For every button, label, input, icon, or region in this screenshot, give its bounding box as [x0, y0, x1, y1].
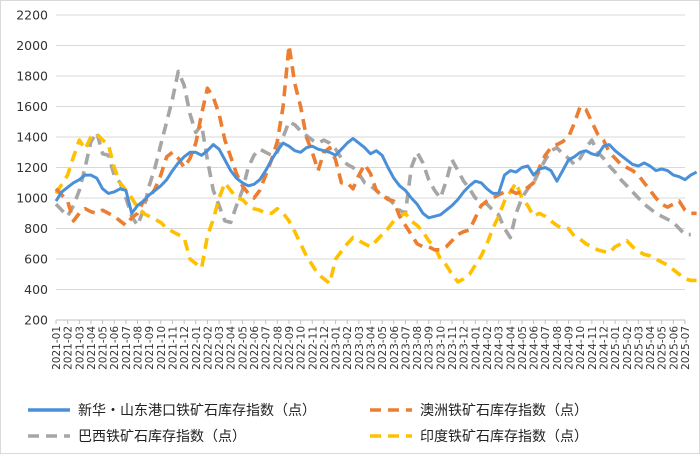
x-tick-label: 2022-12 [319, 326, 331, 370]
x-tick-label: 2022-09 [284, 326, 296, 370]
x-tick-label: 2023-03 [354, 326, 366, 370]
x-tick-label: 2024-06 [529, 326, 541, 370]
x-tick-label: 2021-02 [63, 326, 75, 370]
x-tick-label: 2023-06 [389, 326, 401, 370]
x-tick-label: 2024-04 [505, 326, 517, 370]
legend-label-3: 印度铁矿石库存指数（点） [420, 429, 588, 445]
x-tick-label: 2025-05 [657, 326, 669, 370]
y-tick-label: 1600 [16, 99, 48, 114]
legend-label-0: 新华・山东港口铁矿石库存指数（点） [78, 403, 316, 419]
x-tick-label: 2022-08 [272, 326, 284, 370]
x-tick-label: 2024-10 [575, 326, 587, 370]
x-tick-label: 2024-02 [482, 326, 494, 370]
x-tick-label: 2023-09 [424, 326, 436, 370]
gridlines [56, 14, 685, 321]
x-tick-label: 2022-04 [226, 326, 238, 370]
x-tick-label: 2023-12 [459, 326, 471, 370]
y-tick-label: 1400 [16, 130, 48, 145]
x-tick-label: 2022-05 [237, 326, 249, 370]
x-tick-label: 2023-02 [342, 326, 354, 370]
x-tick-label: 2024-01 [470, 326, 482, 370]
x-tick-label: 2025-01 [610, 326, 622, 370]
legend: 新华・山东港口铁矿石库存指数（点） 澳洲铁矿石库存指数（点） 巴西铁矿石库存指数（点… [28, 403, 588, 445]
x-tick-label: 2024-05 [517, 326, 529, 370]
x-tick-label: 2023-05 [377, 326, 389, 370]
y-tick-label: 1000 [16, 191, 48, 206]
series-line-2 [54, 69, 691, 240]
x-tick-label: 2023-04 [366, 326, 378, 370]
x-tick-label: 2025-02 [622, 326, 634, 370]
x-tick-label: 2025-03 [633, 326, 645, 370]
x-tick-label: 2024-12 [598, 326, 610, 370]
x-tick-label: 2021-04 [86, 326, 98, 370]
x-tick-label: 2023-08 [412, 326, 424, 370]
x-tick-label: 2021-12 [179, 326, 191, 370]
y-tick-label: 800 [24, 221, 48, 236]
x-tick-label: 2021-07 [121, 326, 133, 370]
x-tick-label: 2025-07 [680, 326, 692, 370]
x-tick-label: 2021-08 [133, 326, 145, 370]
y-tick-label: 1200 [16, 160, 48, 175]
x-tick-label: 2022-07 [261, 326, 273, 370]
x-tick-label: 2021-05 [98, 326, 110, 370]
x-tick-label: 2022-01 [191, 326, 203, 370]
legend-label-1: 澳洲铁矿石库存指数（点） [420, 403, 588, 419]
x-tick-label: 2023-07 [400, 326, 412, 370]
y-tick-label: 2000 [16, 38, 48, 53]
y-tick-label: 1800 [16, 69, 48, 84]
x-tick-label: 2021-03 [74, 326, 86, 370]
x-tick-label: 2022-03 [214, 326, 226, 370]
series-line-0 [54, 137, 698, 220]
x-tick-label: 2023-11 [447, 326, 459, 370]
x-tick-label: 2024-09 [564, 326, 576, 370]
x-tick-label: 2021-06 [109, 326, 121, 370]
x-tick-label: 2023-10 [435, 326, 447, 370]
x-tick-label: 2022-10 [296, 326, 308, 370]
x-tick-label: 2024-07 [540, 326, 552, 370]
x-axis-ticks: 2021-01 2021-02 2021-03 2021-04 2021-05 2021-… [51, 320, 692, 370]
series-line-1 [54, 43, 697, 252]
y-tick-label: 600 [24, 252, 48, 267]
x-tick-label: 2022-06 [249, 326, 261, 370]
y-tick-label: 200 [24, 313, 48, 328]
y-tick-label: 2200 [16, 8, 48, 23]
x-tick-label: 2021-11 [167, 326, 179, 370]
x-tick-label: 2022-02 [202, 326, 214, 370]
x-tick-label: 2023-01 [331, 326, 343, 370]
x-tick-label: 2024-08 [552, 326, 564, 370]
x-tick-label: 2021-09 [144, 326, 156, 370]
x-tick-label: 2025-06 [668, 326, 680, 370]
series-line-3 [54, 132, 697, 286]
legend-label-2: 巴西铁矿石库存指数（点） [78, 429, 246, 445]
x-tick-label: 2021-10 [156, 326, 168, 370]
x-tick-label: 2024-03 [494, 326, 506, 370]
y-axis-ticks: 200 400 600 800 1000 1200 1400 1600 1800 2000 2200 [16, 8, 48, 328]
x-tick-label: 2025-04 [645, 326, 657, 370]
series-lines [54, 43, 698, 286]
x-tick-label: 2024-11 [587, 326, 599, 370]
y-tick-label: 400 [24, 282, 48, 297]
x-tick-label: 2022-11 [307, 326, 319, 370]
x-tick-label: 2021-01 [51, 326, 63, 370]
